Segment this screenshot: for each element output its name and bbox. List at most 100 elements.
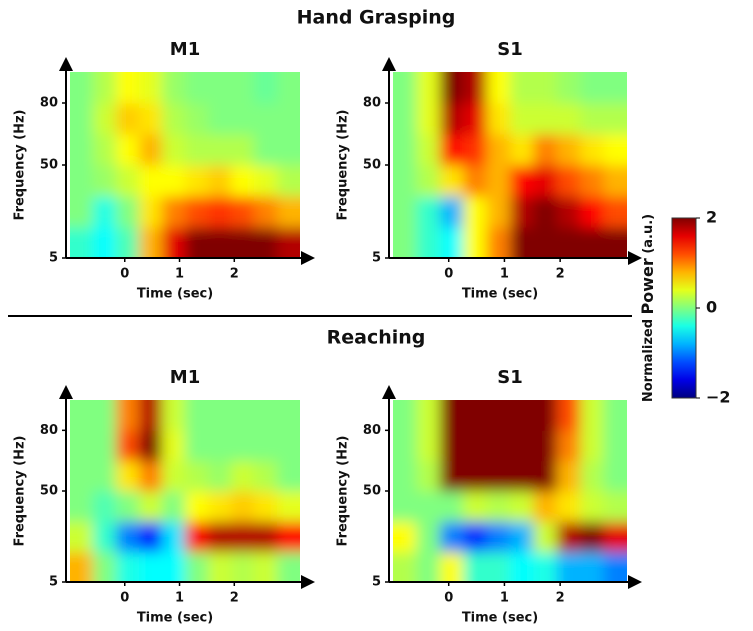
heatmap-cell xyxy=(93,196,117,228)
y-tick-label: 80 xyxy=(363,96,381,111)
heatmap-cell xyxy=(70,196,94,228)
heatmap-cell xyxy=(416,227,441,258)
heatmap-cell xyxy=(277,551,300,582)
colorbar-label-part: Power xyxy=(638,258,657,314)
heatmap-cell xyxy=(254,551,278,582)
heatmap-cell xyxy=(416,103,441,135)
heatmap-cell xyxy=(231,551,255,582)
heatmap-cell xyxy=(185,196,209,228)
heatmap-cell xyxy=(185,491,209,522)
heatmap-cell xyxy=(208,551,232,582)
y-axis-label: Frequency (Hz) xyxy=(336,436,351,547)
heatmap-cell xyxy=(510,551,534,582)
y-tick-label: 50 xyxy=(40,484,58,499)
panel-title: M1 xyxy=(170,39,200,60)
heatmap-cell xyxy=(580,103,605,135)
heatmap-cell xyxy=(416,165,441,197)
heatmap-cell xyxy=(439,491,464,522)
heatmap-cell xyxy=(116,134,140,166)
heatmap-cell xyxy=(393,460,417,492)
heatmap-cell xyxy=(231,196,255,228)
x-tick-label: 2 xyxy=(556,267,565,282)
heatmap-cell xyxy=(580,491,605,522)
heatmap-cell xyxy=(486,134,511,166)
heatmap-cell xyxy=(416,521,441,553)
x-tick-label: 1 xyxy=(500,267,509,282)
heatmap-cell xyxy=(231,460,255,492)
heatmap-cell xyxy=(162,165,186,197)
heatmap-cell xyxy=(533,460,558,492)
heatmap-cell xyxy=(603,103,627,135)
heatmap-cell xyxy=(510,196,534,228)
heatmap-cell xyxy=(116,196,140,228)
heatmap-cell xyxy=(486,103,511,135)
heatmap-cell xyxy=(463,430,488,462)
heatmap-cell xyxy=(580,196,605,228)
heatmap-cell xyxy=(463,134,488,166)
heatmap-cell xyxy=(277,460,300,492)
heatmap-cell xyxy=(556,460,581,492)
heatmap-cell xyxy=(439,400,464,431)
heatmap-cell xyxy=(603,196,627,228)
heatmap-cell xyxy=(231,491,255,522)
heatmap-cell xyxy=(277,521,300,553)
heatmap-cell xyxy=(116,521,140,553)
heatmap-cell xyxy=(439,165,464,197)
heatmap-cell xyxy=(139,196,163,228)
heatmap-cell xyxy=(116,430,140,462)
heatmap-cell xyxy=(393,400,417,431)
heatmap-cell xyxy=(162,227,186,258)
colorbar-label-part: Normalized xyxy=(641,314,656,402)
heatmap-cell xyxy=(580,72,605,104)
heatmap-cell xyxy=(416,134,441,166)
x-tick-label: 0 xyxy=(120,591,129,606)
panel-title: S1 xyxy=(497,367,523,388)
heatmap-cell xyxy=(463,460,488,492)
panel-title: S1 xyxy=(497,39,523,60)
heatmap-cell xyxy=(439,521,464,553)
heatmap-cell xyxy=(162,103,186,135)
x-axis-label: Time (sec) xyxy=(462,611,538,626)
heatmap-cell xyxy=(70,491,94,522)
heatmap-cell xyxy=(556,134,581,166)
heatmap-cell xyxy=(533,196,558,228)
heatmap-cell xyxy=(486,196,511,228)
heatmap-cell xyxy=(463,165,488,197)
heatmap-cell xyxy=(556,430,581,462)
heatmap xyxy=(70,72,300,258)
heatmap-cell xyxy=(231,165,255,197)
heatmap-cell xyxy=(533,521,558,553)
heatmap-cell xyxy=(116,227,140,258)
x-axis-label: Time (sec) xyxy=(462,287,538,302)
heatmap-cell xyxy=(510,521,534,553)
heatmap-cell xyxy=(208,72,232,104)
heatmap-cell xyxy=(463,400,488,431)
heatmap-cell xyxy=(580,460,605,492)
heatmap-cell xyxy=(463,551,488,582)
heatmap-cell xyxy=(416,491,441,522)
heatmap-cell xyxy=(486,551,511,582)
heatmap-cell xyxy=(254,491,278,522)
heatmap-cell xyxy=(254,400,278,431)
heatmap-cell xyxy=(603,551,627,582)
heatmap-cell xyxy=(139,460,163,492)
heatmap-cell xyxy=(254,460,278,492)
heatmap-cell xyxy=(139,521,163,553)
heatmap-cell xyxy=(603,134,627,166)
heatmap-cell xyxy=(439,551,464,582)
heatmap-cell xyxy=(70,521,94,553)
heatmap-cell xyxy=(556,491,581,522)
heatmap-cell xyxy=(254,227,278,258)
heatmap-cell xyxy=(116,72,140,104)
heatmap-cell xyxy=(162,196,186,228)
heatmap-cell xyxy=(231,103,255,135)
heatmap-cell xyxy=(116,400,140,431)
heatmap-cell xyxy=(208,521,232,553)
heatmap-cell xyxy=(185,430,209,462)
heatmap-cell xyxy=(510,165,534,197)
heatmap-cell xyxy=(439,430,464,462)
heatmap-cell xyxy=(510,72,534,104)
heatmap-cell xyxy=(416,72,441,104)
heatmap-cell xyxy=(208,134,232,166)
heatmap-cell xyxy=(185,165,209,197)
